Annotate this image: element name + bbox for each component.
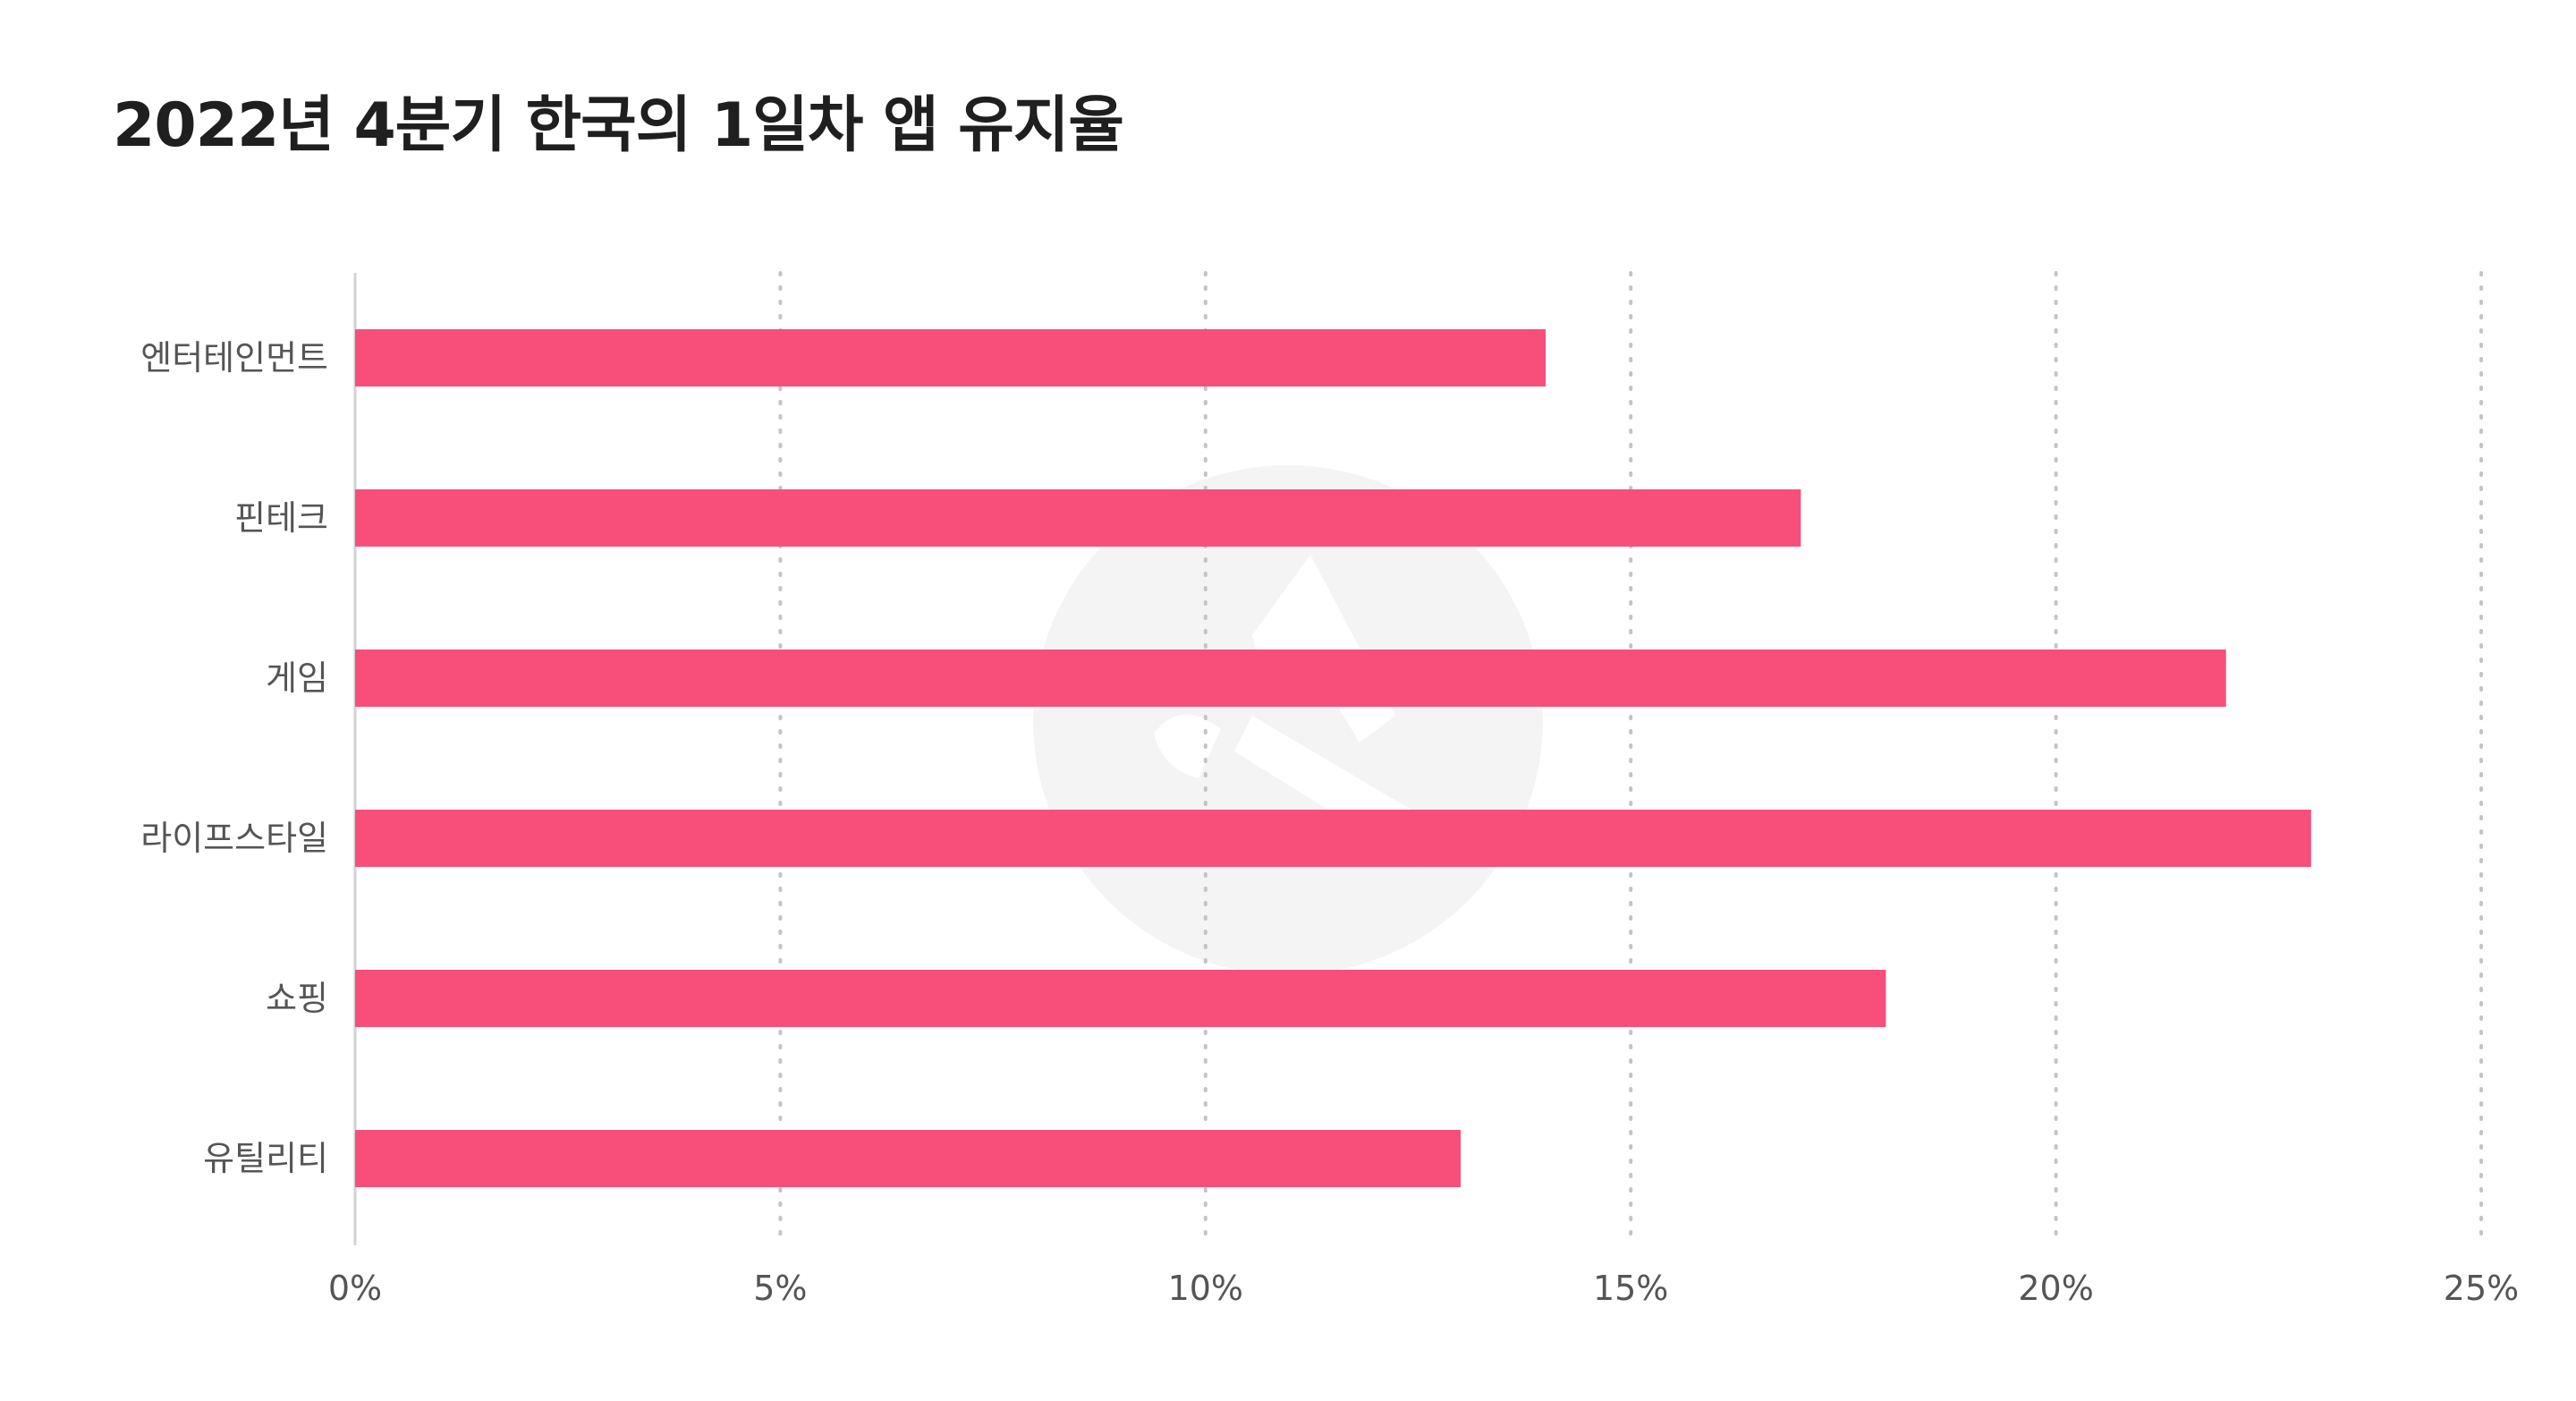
x-tick-label: 25% [2444,1269,2519,1308]
category-label: 유틸리티 [203,1139,328,1178]
bar [355,329,1546,386]
category-label: 게임 [266,658,328,698]
bars [355,329,2311,1187]
x-tick-label: 0% [328,1269,382,1308]
x-axis-tick-labels: 0% 5% 10% 15% 20% 25% [328,1269,2519,1308]
category-label: 라이프스타일 [140,819,328,858]
gridlines [778,271,2483,1247]
x-tick-label: 5% [753,1269,807,1308]
bar [355,1130,1462,1187]
category-label: 핀테크 [234,498,328,538]
bar [355,810,2311,867]
bar [355,970,1886,1027]
category-label: 엔터테인먼트 [140,338,328,378]
category-label: 쇼핑 [266,979,328,1018]
x-tick-label: 15% [1593,1269,1668,1308]
x-tick-label: 20% [2018,1269,2093,1308]
chart-title: 2022년 4분기 한국의 1일차 앱 유지율 [113,90,1124,161]
bar [355,650,2226,707]
x-tick-label: 10% [1168,1269,1243,1308]
bar [355,489,1801,547]
